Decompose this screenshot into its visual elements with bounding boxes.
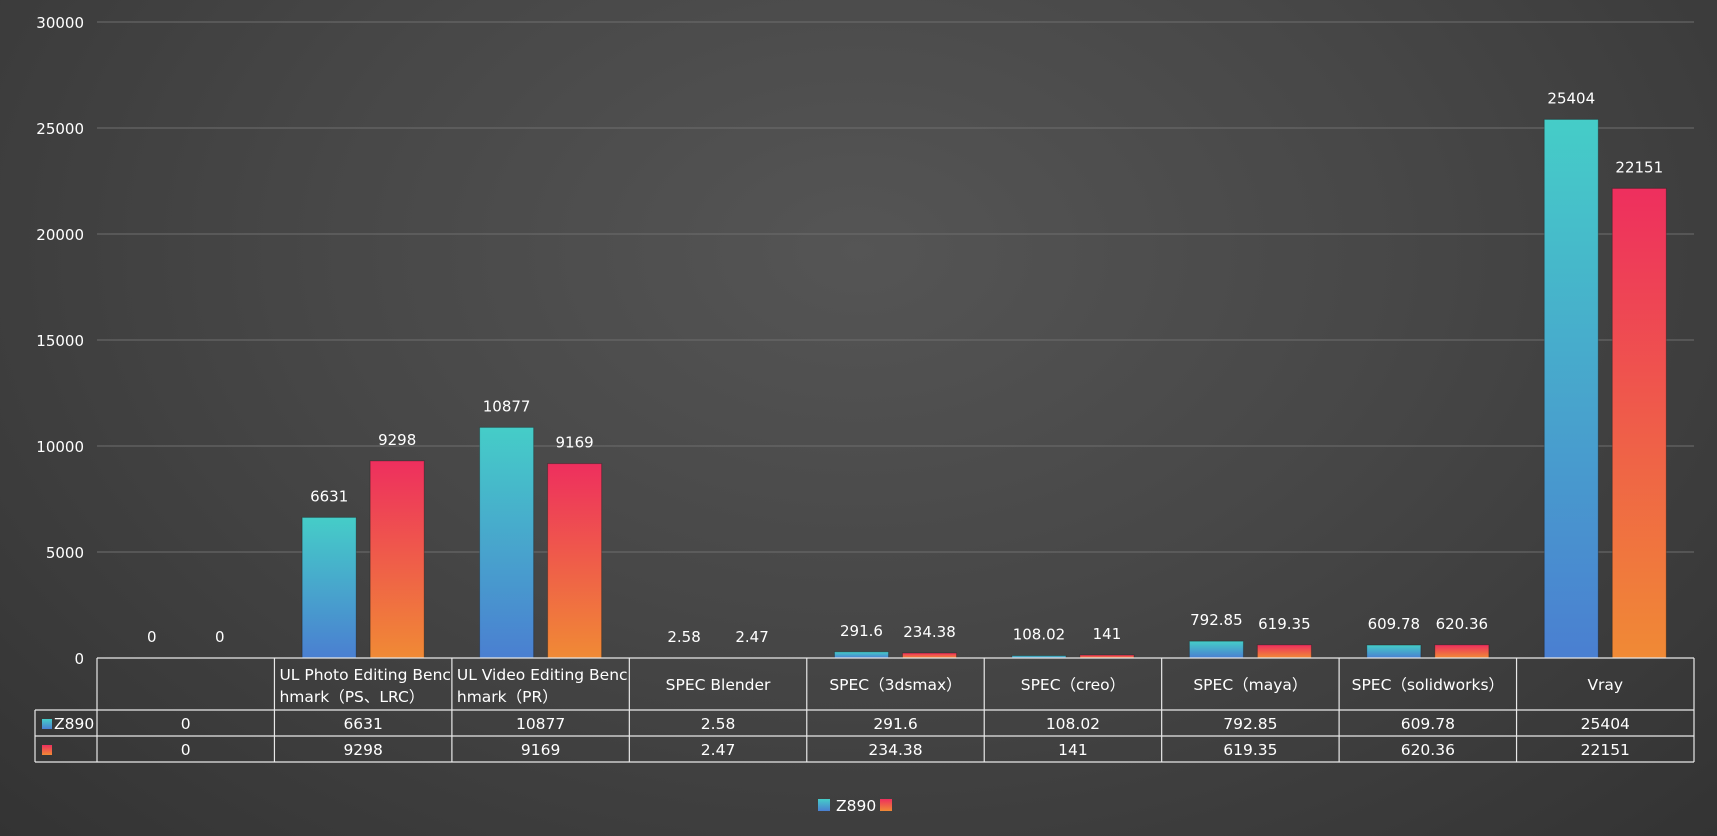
y-axis-ticks: 0 5000 10000 15000 20000 25000 30000 xyxy=(36,14,84,668)
bar-series-0-cat-6 xyxy=(1188,640,1244,659)
data-label: 10877 xyxy=(483,397,531,415)
bar-series-0-cat-1 xyxy=(301,516,357,659)
table-cell: 620.36 xyxy=(1401,741,1455,759)
data-label: 108.02 xyxy=(1013,626,1066,644)
table-cell: 792.85 xyxy=(1223,715,1277,733)
data-label: 2.58 xyxy=(667,628,700,646)
legend-key-series-0 xyxy=(818,799,830,811)
bars xyxy=(301,118,1667,659)
category-label: hmark（PR） xyxy=(457,688,558,706)
bar-series-0-cat-2 xyxy=(479,426,535,659)
bar-series-1-cat-2 xyxy=(547,463,603,659)
table-cell: 609.78 xyxy=(1401,715,1455,733)
y-tick-label: 30000 xyxy=(36,14,84,32)
table-cell: 0 xyxy=(181,715,191,733)
category-label: UL Photo Editing Benc xyxy=(279,666,450,684)
category-label: SPEC（3dsmax） xyxy=(829,676,961,694)
bar-series-1-cat-1 xyxy=(369,460,425,659)
bar-series-1-cat-8 xyxy=(1611,187,1667,659)
table-cell: 108.02 xyxy=(1046,715,1100,733)
legend-label-series-0: Z890 xyxy=(836,797,876,815)
table-cell: 9169 xyxy=(521,741,560,759)
data-label: 25404 xyxy=(1547,89,1595,107)
table-legend-key xyxy=(42,719,52,729)
category-label: UL Video Editing Benc xyxy=(457,666,628,684)
data-labels: 0 0 6631 9298 10877 9169 2.58 2.47 291.6 234.38 10… xyxy=(147,89,1663,646)
data-label: 792.85 xyxy=(1190,611,1243,629)
category-label: SPEC（solidworks） xyxy=(1352,676,1504,694)
bar-series-0-cat-8 xyxy=(1543,118,1599,659)
table-legend-key xyxy=(42,745,52,755)
table-cell: 2.47 xyxy=(701,741,736,759)
data-label: 2.47 xyxy=(735,628,768,646)
table-cell: 141 xyxy=(1058,741,1088,759)
table-cell: 9298 xyxy=(343,741,382,759)
data-label: 9169 xyxy=(556,434,594,452)
y-tick-label: 25000 xyxy=(36,120,84,138)
bar-series-1-cat-6 xyxy=(1256,644,1312,659)
data-label: 141 xyxy=(1093,625,1122,643)
table-cell: 619.35 xyxy=(1223,741,1277,759)
data-label: 0 xyxy=(215,628,225,646)
y-tick-label: 0 xyxy=(74,650,84,668)
table-series-name: Z890 xyxy=(54,715,94,733)
table-cell: 22151 xyxy=(1581,741,1630,759)
data-label: 619.35 xyxy=(1258,615,1311,633)
category-label: SPEC（creo） xyxy=(1021,676,1125,694)
data-label: 6631 xyxy=(310,487,348,505)
data-label: 0 xyxy=(147,628,157,646)
data-label: 609.78 xyxy=(1368,615,1421,633)
table-cell: 6631 xyxy=(343,715,382,733)
table-cell: 2.58 xyxy=(701,715,736,733)
y-tick-label: 15000 xyxy=(36,332,84,350)
bar-series-0-cat-4 xyxy=(834,651,889,659)
gridlines xyxy=(97,21,1694,553)
table-cell: 10877 xyxy=(516,715,565,733)
category-label: SPEC Blender xyxy=(666,676,771,694)
category-label: SPEC（maya） xyxy=(1193,676,1307,694)
category-label: hmark（PS、LRC） xyxy=(279,688,424,706)
table-cell: 291.6 xyxy=(873,715,917,733)
bar-series-1-cat-4 xyxy=(902,652,957,659)
legend-key-series-1 xyxy=(880,799,892,811)
table-cell: 0 xyxy=(181,741,191,759)
y-tick-label: 20000 xyxy=(36,226,84,244)
category-label: Vray xyxy=(1587,676,1623,694)
data-table: UL Photo Editing Benc hmark（PS、LRC） UL Vid… xyxy=(34,657,1695,763)
data-label: 291.6 xyxy=(840,622,883,640)
y-tick-label: 5000 xyxy=(46,544,84,562)
table-cell: 234.38 xyxy=(868,741,922,759)
legend: Z890 xyxy=(818,797,892,815)
table-cell: 25404 xyxy=(1581,715,1630,733)
data-label: 234.38 xyxy=(903,623,956,641)
y-tick-label: 10000 xyxy=(36,438,84,456)
data-label: 9298 xyxy=(378,431,416,449)
bar-series-0-cat-7 xyxy=(1366,644,1422,659)
data-label: 620.36 xyxy=(1436,615,1489,633)
data-label: 22151 xyxy=(1615,158,1663,176)
bar-series-1-cat-7 xyxy=(1434,644,1490,659)
